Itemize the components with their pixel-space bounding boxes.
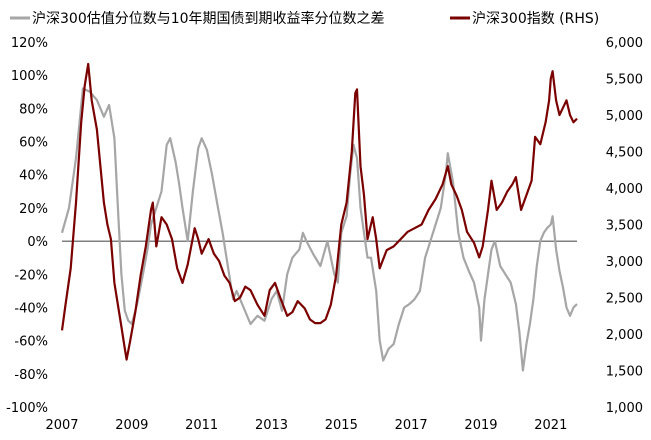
right-tick-label: 5,500 bbox=[606, 73, 643, 88]
x-tick-label: 2013 bbox=[255, 418, 288, 433]
x-tick-label: 2019 bbox=[464, 418, 497, 433]
right-tick-label: 4,500 bbox=[606, 146, 643, 161]
x-tick-label: 2009 bbox=[115, 418, 148, 433]
left-tick-label: 120% bbox=[11, 36, 48, 51]
left-tick-label: -80% bbox=[14, 368, 48, 383]
right-tick-label: 5,000 bbox=[606, 109, 643, 124]
left-tick-label: -60% bbox=[14, 335, 48, 350]
right-tick-label: 3,000 bbox=[606, 255, 643, 270]
left-tick-label: -20% bbox=[14, 268, 48, 283]
left-tick-label: 80% bbox=[19, 102, 48, 117]
series-line-valuation-diff bbox=[60, 87, 578, 372]
right-tick-label: 6,000 bbox=[606, 36, 643, 51]
legend-label-valuation-diff: 沪深300估值分位数与10年期国债到期收益率分位数之差 bbox=[32, 10, 385, 27]
right-tick-label: 1,000 bbox=[606, 401, 643, 416]
x-tick-label: 2015 bbox=[325, 418, 358, 433]
left-y-axis: -100% -80% -60% -40% -20% 0% 20% 40% 60% 80% 100% 1… bbox=[6, 36, 48, 416]
x-tick-label: 2017 bbox=[395, 418, 428, 433]
right-tick-label: 2,500 bbox=[606, 292, 643, 307]
x-tick-label: 2011 bbox=[185, 418, 218, 433]
x-tick-label: 2021 bbox=[534, 418, 567, 433]
right-tick-label: 1,500 bbox=[606, 365, 643, 380]
left-tick-label: 0% bbox=[27, 235, 48, 250]
left-tick-label: 40% bbox=[19, 169, 48, 184]
left-tick-label: 100% bbox=[11, 69, 48, 84]
series-layer bbox=[60, 62, 578, 372]
left-tick-label: -100% bbox=[6, 401, 48, 416]
right-tick-label: 3,500 bbox=[606, 219, 643, 234]
x-tick-label: 2007 bbox=[45, 418, 78, 433]
left-tick-label: 20% bbox=[19, 202, 48, 217]
legend: 沪深300估值分位数与10年期国债到期收益率分位数之差 沪深300指数 (RHS… bbox=[10, 10, 599, 27]
legend-label-csi300: 沪深300指数 (RHS) bbox=[472, 11, 599, 27]
right-tick-label: 2,000 bbox=[606, 328, 643, 343]
series-line-csi300 bbox=[60, 62, 578, 361]
x-axis: 2007 2009 2011 2013 2015 2017 2019 2021 bbox=[45, 418, 567, 433]
right-tick-label: 4,000 bbox=[606, 182, 643, 197]
left-tick-label: -40% bbox=[14, 301, 48, 316]
left-tick-label: 60% bbox=[19, 136, 48, 151]
right-y-axis: 1,000 1,500 2,000 2,500 3,000 3,500 4,000 4,500… bbox=[606, 36, 643, 416]
